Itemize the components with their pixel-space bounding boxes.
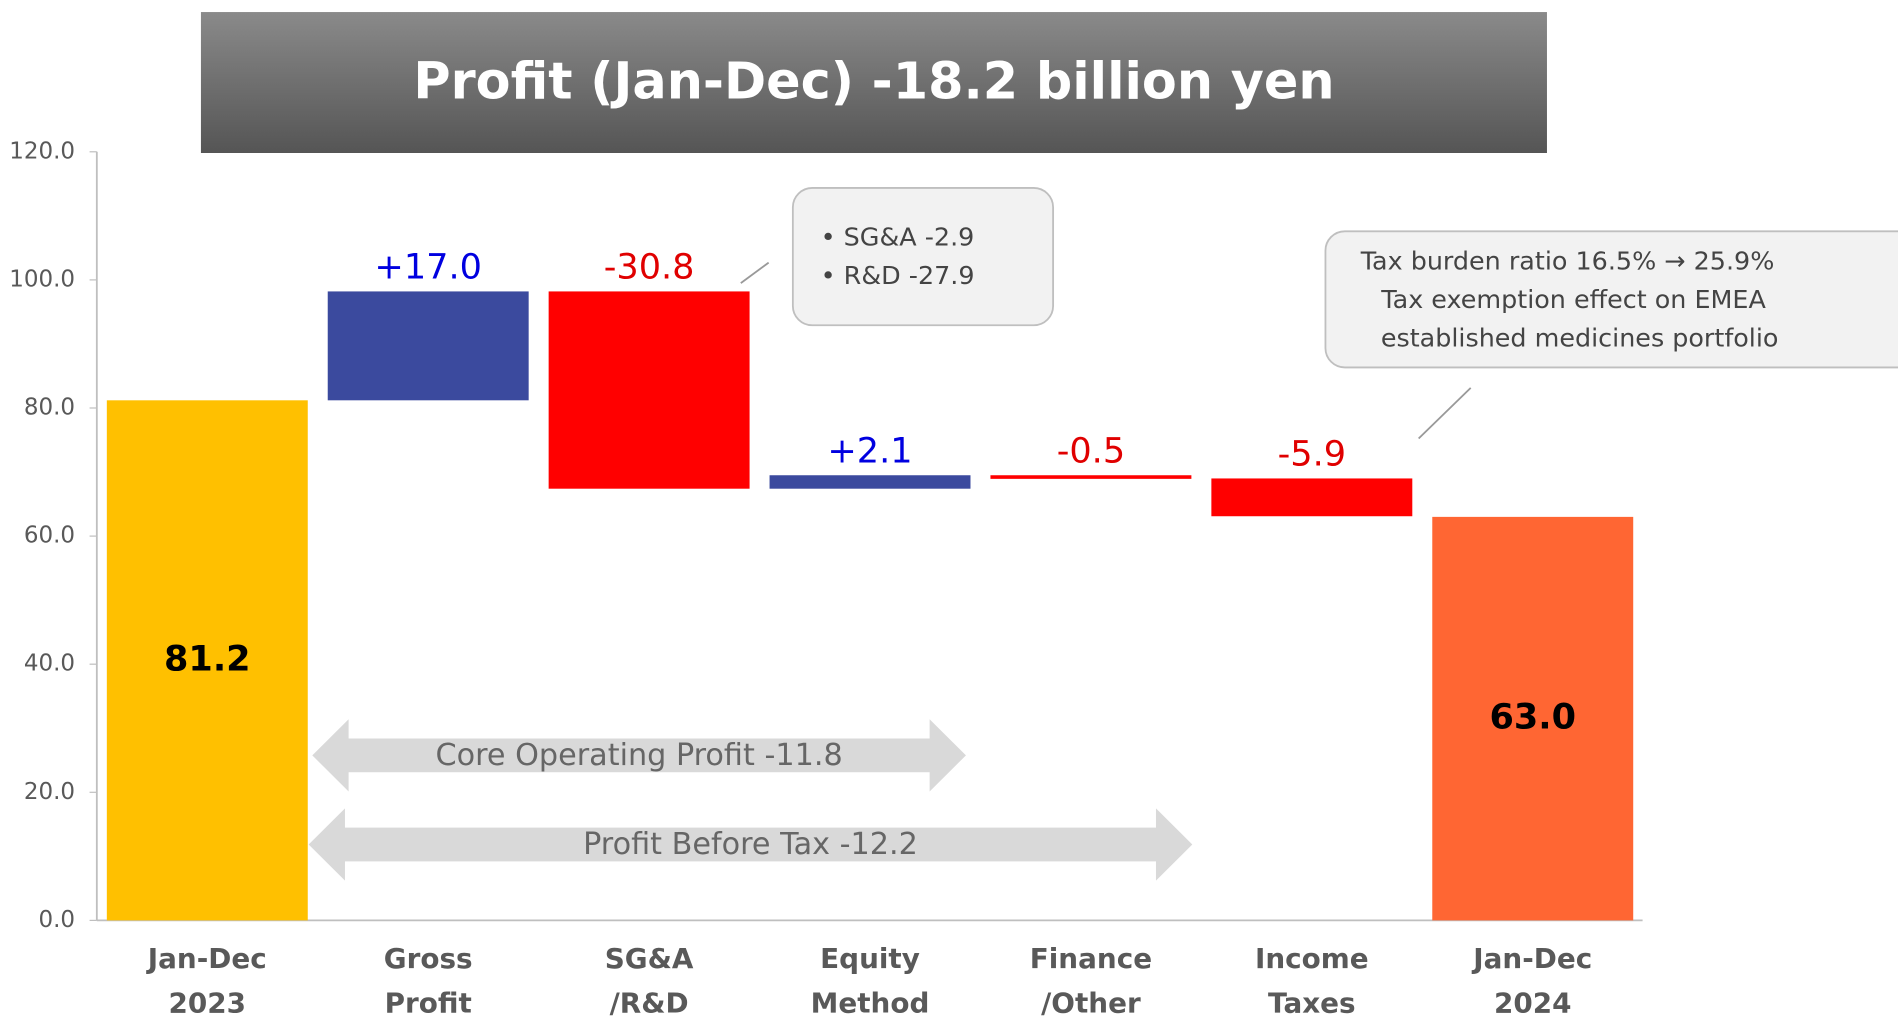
callout-text: Tax exemption effect on EMEA	[1380, 284, 1766, 314]
y-tick-label: 20.0	[24, 779, 75, 805]
x-tick-label: Jan-Dec	[1471, 942, 1592, 975]
data-label: 63.0	[1489, 698, 1576, 738]
data-label: -0.5	[1057, 431, 1125, 471]
x-tick-label: Income	[1255, 942, 1369, 975]
arrow-label: Profit Before Tax -12.2	[583, 827, 918, 862]
bar	[1432, 516, 1634, 921]
axes	[89, 151, 1643, 922]
bar	[1211, 478, 1413, 517]
callout-text: Tax burden ratio 16.5% → 25.9%	[1360, 246, 1775, 276]
callout-box	[791, 187, 1055, 327]
x-tick-label: Gross	[384, 942, 473, 975]
x-tick-label: /Other	[1041, 987, 1141, 1020]
bullet: •	[821, 260, 836, 290]
x-tick-label: Jan-Dec	[146, 942, 267, 975]
callout-pointer	[740, 261, 770, 284]
y-tick-label: 0.0	[38, 907, 75, 933]
range-arrow	[308, 808, 1193, 881]
x-tick-label: Method	[811, 987, 930, 1020]
x-tick-label: Profit	[385, 987, 472, 1020]
x-tick-label: Equity	[820, 942, 920, 975]
x-tick-label: 2023	[169, 987, 246, 1020]
x-tick-label: 2024	[1494, 987, 1571, 1020]
y-tick-label: 60.0	[24, 523, 75, 549]
data-label: +2.1	[827, 431, 912, 471]
x-tick-label: Taxes	[1268, 987, 1356, 1020]
bar	[990, 475, 1192, 479]
callout-text: R&D -27.9	[844, 260, 975, 290]
x-tick-label: Finance	[1030, 942, 1152, 975]
bullet: •	[821, 222, 836, 252]
bar	[327, 291, 529, 401]
x-tick-label: SG&A	[605, 942, 694, 975]
x-tick-label: /R&D	[610, 987, 689, 1020]
callout-pointer	[1418, 387, 1472, 440]
data-label: -5.9	[1278, 435, 1346, 475]
range-arrow	[312, 719, 966, 792]
data-label: -30.8	[604, 248, 695, 288]
bar	[769, 475, 971, 489]
title-box	[200, 12, 1547, 153]
bar	[548, 291, 750, 489]
bar	[106, 400, 308, 921]
data-label: +17.0	[374, 248, 482, 288]
y-tick-label: 40.0	[24, 651, 75, 677]
data-label: 81.2	[164, 639, 251, 679]
arrow-label: Core Operating Profit -11.8	[436, 738, 843, 773]
chart-title: Profit (Jan-Dec) -18.2 billion yen	[413, 51, 1334, 110]
callout-text: SG&A -2.9	[844, 222, 975, 252]
callout-box	[1324, 230, 1898, 369]
y-tick-label: 100.0	[9, 266, 75, 292]
callout-text: established medicines portfolio	[1381, 323, 1779, 353]
y-tick-label: 120.0	[9, 138, 75, 164]
y-tick-label: 80.0	[24, 395, 75, 421]
